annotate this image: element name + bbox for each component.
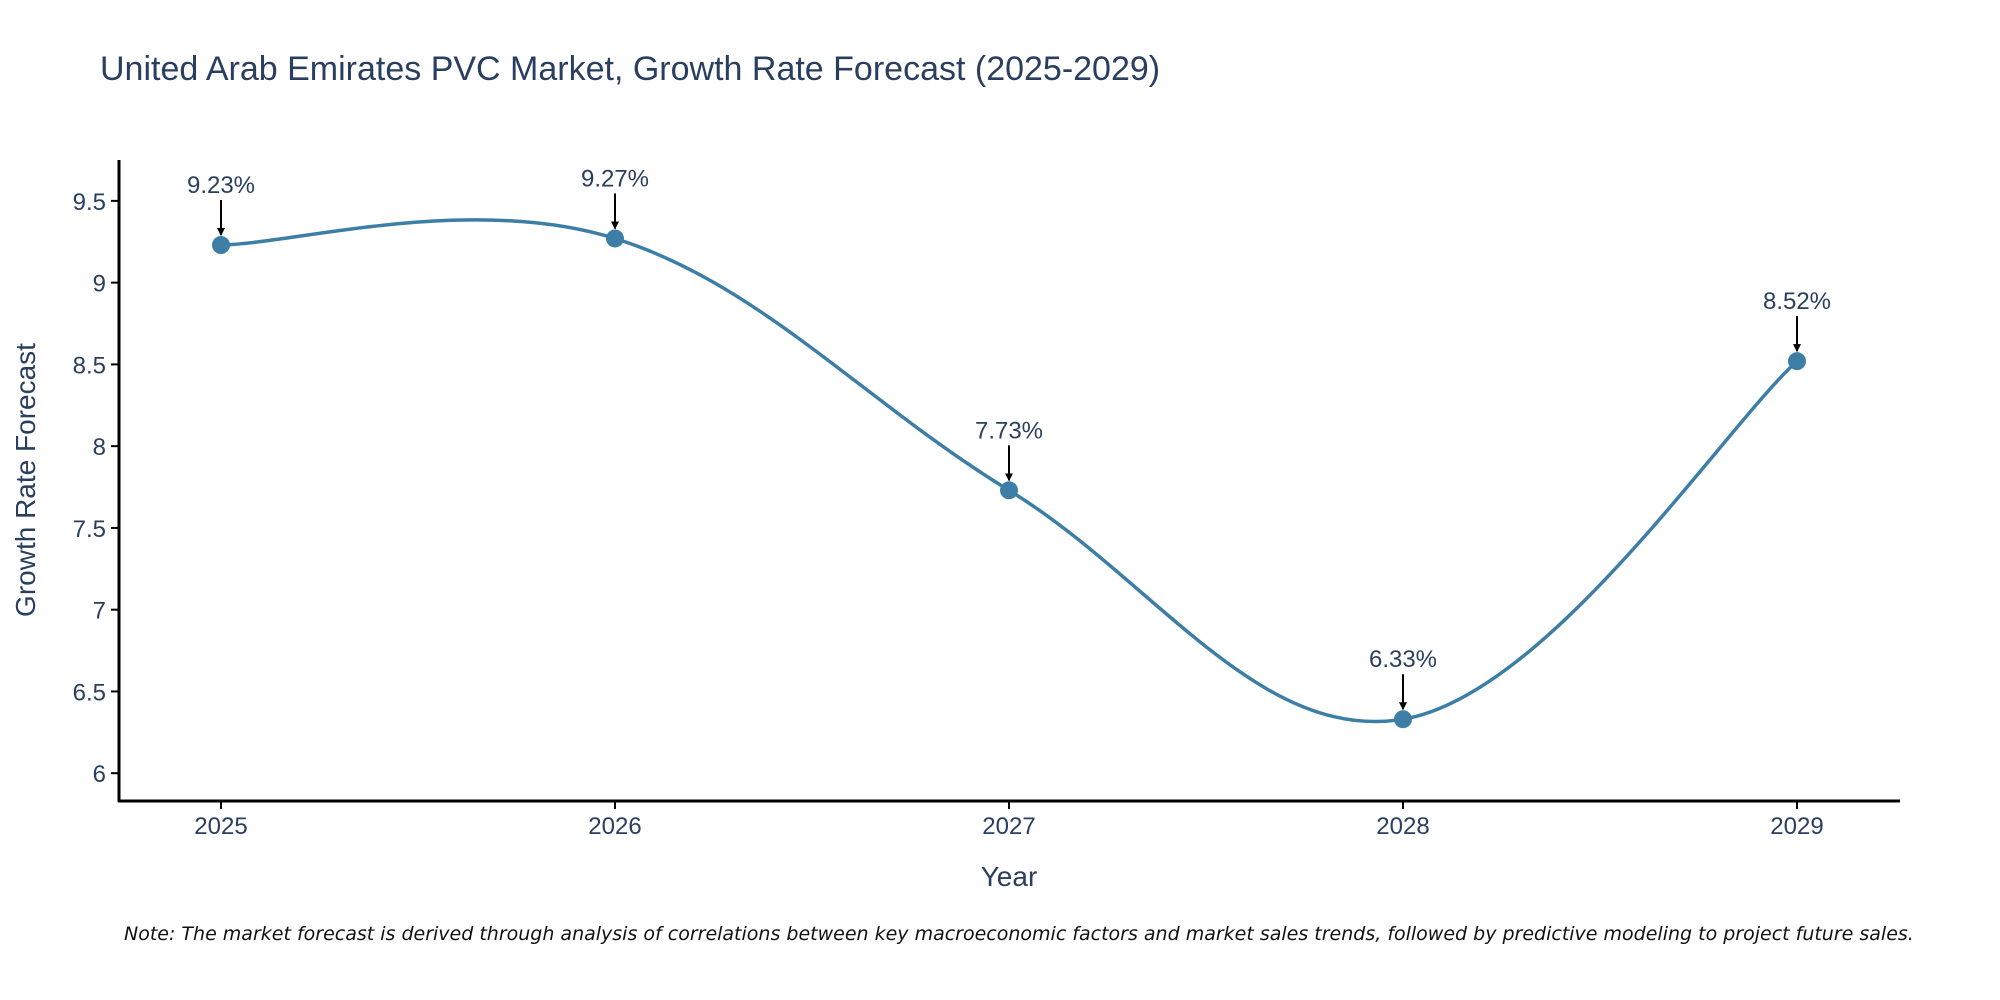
y-tick-label: 9.5 bbox=[73, 189, 106, 216]
data-point-2028 bbox=[1394, 710, 1412, 729]
data-annotations: 9.23% 9.27% 7.73% 6.33% 8.52% bbox=[187, 165, 1831, 711]
x-tick-label: 2025 bbox=[194, 813, 247, 840]
data-point-2026 bbox=[606, 229, 624, 248]
x-tick-label: 2028 bbox=[1376, 813, 1429, 840]
y-tick-label: 6.5 bbox=[73, 679, 106, 706]
y-ticks: 6 6.5 7 7.5 8 8.5 9 9.5 bbox=[73, 189, 119, 788]
data-label-2028: 6.33% bbox=[1369, 646, 1437, 673]
data-point-2025 bbox=[212, 236, 230, 255]
x-tick-label: 2029 bbox=[1770, 813, 1823, 840]
y-tick-label: 7.5 bbox=[73, 516, 106, 543]
data-label-2029: 8.52% bbox=[1763, 288, 1831, 315]
series-line bbox=[220, 218, 1799, 724]
data-label-2027: 7.73% bbox=[975, 417, 1043, 444]
footnote: Note: The market forecast is derived thr… bbox=[124, 923, 1914, 945]
y-tick-label: 6 bbox=[93, 761, 106, 788]
data-label-2026: 9.27% bbox=[581, 165, 649, 192]
data-point-2027 bbox=[1000, 481, 1018, 500]
y-tick-label: 9 bbox=[93, 271, 106, 298]
y-tick-label: 8.5 bbox=[73, 352, 106, 379]
y-axis-title: Growth Rate Forecast bbox=[10, 343, 41, 617]
data-point-2029 bbox=[1788, 352, 1806, 371]
x-tick-label: 2027 bbox=[982, 813, 1035, 840]
y-tick-label: 7 bbox=[93, 598, 106, 625]
plot-area: 6 6.5 7 7.5 8 8.5 9 9.5 2025 2026 2027 2028 2029 9.… bbox=[73, 160, 1900, 840]
x-tick-label: 2026 bbox=[588, 813, 641, 840]
chart-title: United Arab Emirates PVC Market, Growth … bbox=[100, 50, 1160, 88]
x-ticks: 2025 2026 2027 2028 2029 bbox=[194, 801, 1824, 840]
data-label-2025: 9.23% bbox=[187, 172, 255, 199]
x-axis-title: Year bbox=[981, 861, 1038, 892]
y-tick-label: 8 bbox=[93, 434, 106, 461]
data-markers bbox=[212, 229, 1806, 729]
